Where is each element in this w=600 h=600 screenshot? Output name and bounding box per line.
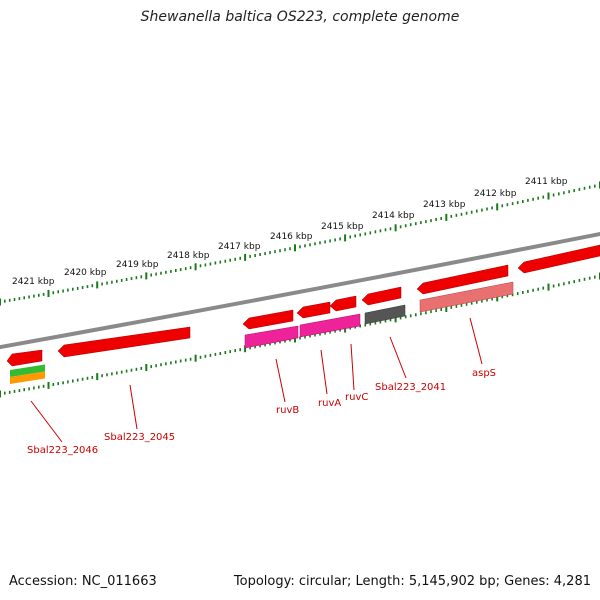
gene-labels: Sbal223_2046 Sbal223_2045 ruvB ruvA ruvC… (27, 368, 496, 456)
kbp-label: 2415 kbp (321, 222, 364, 232)
kbp-label: 2412 kbp (474, 189, 517, 199)
gene-feature (6, 349, 43, 367)
forward-strand-genes (6, 244, 600, 367)
kbp-label: 2414 kbp (372, 211, 415, 221)
genome-summary-text: Topology: circular; Length: 5,145,902 bp… (233, 574, 591, 589)
label-connector (320, 349, 328, 395)
kbp-label: 2417 kbp (218, 242, 261, 252)
gene-feature (364, 304, 406, 325)
gene-feature (244, 325, 299, 349)
gene-label: Sbal223_2041 (375, 382, 446, 393)
label-connector (275, 358, 286, 403)
gene-label: Sbal223_2046 (27, 445, 98, 456)
label-connector (350, 343, 355, 391)
gene-label: ruvC (345, 392, 368, 403)
kbp-label: 2419 kbp (116, 260, 159, 270)
reverse-strand-genes (10, 281, 514, 384)
genome-backbone (0, 231, 600, 350)
kbp-scale-labels: 2421 kbp 2420 kbp 2419 kbp 2418 kbp 2417… (12, 177, 568, 287)
gene-label: aspS (472, 368, 496, 379)
label-connector (469, 317, 483, 365)
label-connector (129, 384, 138, 430)
gene-feature (416, 264, 509, 295)
gene-label: ruvA (318, 398, 341, 409)
kbp-label: 2418 kbp (167, 251, 210, 261)
kbp-label: 2421 kbp (12, 277, 55, 287)
gene-label: ruvB (276, 405, 299, 416)
label-connector (389, 336, 407, 379)
gene-feature (419, 281, 514, 313)
label-connector (30, 400, 63, 443)
map-title: Shewanella baltica OS223, complete genom… (140, 9, 460, 25)
kbp-label: 2416 kbp (270, 232, 313, 242)
gene-feature (57, 326, 191, 358)
gene-feature (299, 313, 361, 338)
gene-label: Sbal223_2045 (104, 432, 175, 443)
gene-feature (361, 286, 402, 306)
gene-feature (296, 301, 331, 319)
gene-label-connectors (30, 317, 483, 443)
gene-feature (242, 309, 294, 330)
gene-feature (517, 244, 600, 274)
kbp-label: 2413 kbp (423, 200, 466, 210)
outer-tick-track (0, 181, 600, 306)
gene-feature (329, 295, 357, 312)
accession-text: Accession: NC_011663 (9, 574, 157, 589)
gene-feature (10, 364, 45, 377)
kbp-label: 2411 kbp (525, 177, 568, 187)
gene-feature (10, 371, 45, 384)
kbp-label: 2420 kbp (64, 268, 107, 278)
